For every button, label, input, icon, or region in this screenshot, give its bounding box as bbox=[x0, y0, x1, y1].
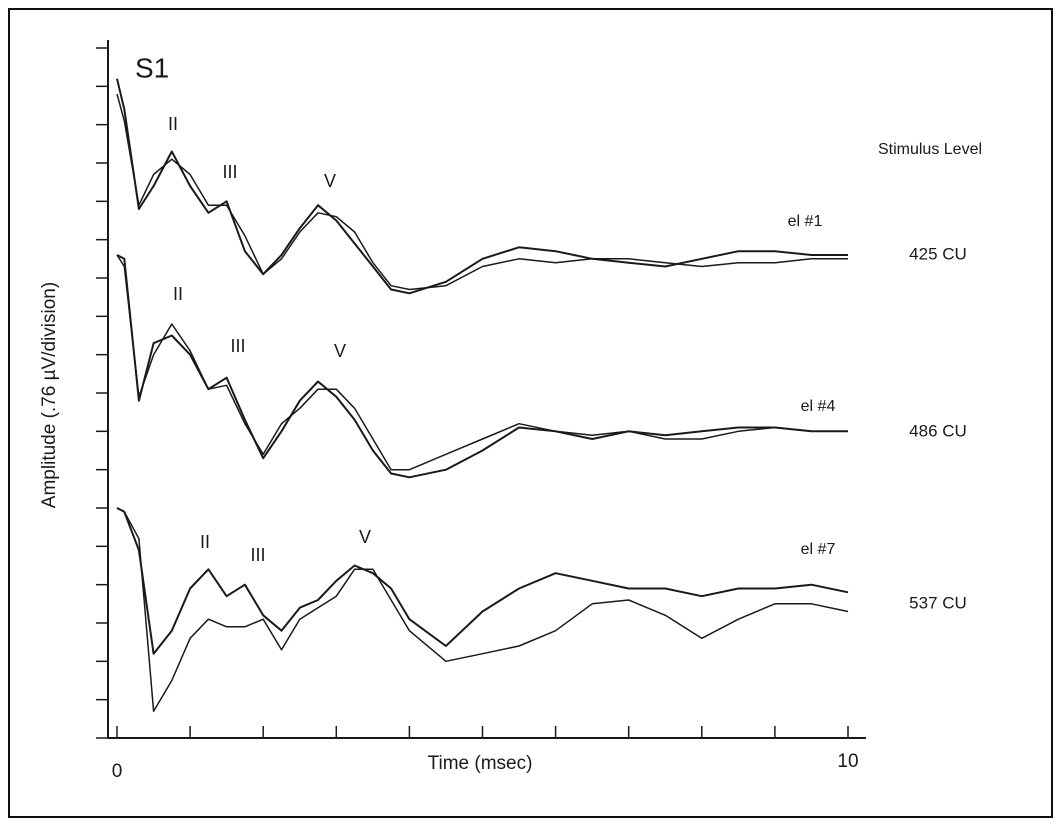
peak-label: II bbox=[200, 532, 210, 552]
legend-title: Stimulus Level bbox=[878, 141, 982, 158]
peak-label: V bbox=[334, 341, 346, 361]
y-axis-title: Amplitude (.76 µV/division) bbox=[39, 282, 60, 508]
x-tick-label: 0 bbox=[112, 761, 123, 782]
electrode-label: el #7 bbox=[801, 541, 836, 558]
panel-label: S1 bbox=[135, 52, 169, 83]
peak-label: II bbox=[173, 284, 183, 304]
stimulus-level: 425 CU bbox=[909, 244, 967, 263]
stimulus-level: 486 CU bbox=[909, 421, 967, 440]
peak-label: III bbox=[250, 545, 265, 565]
electrode-label: el #1 bbox=[788, 213, 823, 230]
trace bbox=[116, 254, 848, 479]
x-tick-label: 10 bbox=[837, 751, 858, 772]
stimulus-level: 537 CU bbox=[909, 593, 967, 612]
trace bbox=[116, 254, 848, 471]
peak-label: V bbox=[324, 171, 336, 191]
electrode-label: el #4 bbox=[801, 398, 836, 415]
trace bbox=[116, 507, 849, 655]
peak-label: III bbox=[230, 336, 245, 356]
frame bbox=[8, 8, 1053, 818]
trace bbox=[116, 507, 849, 712]
peak-label: V bbox=[359, 527, 371, 547]
trace bbox=[116, 78, 848, 295]
peak-label: III bbox=[222, 162, 237, 182]
x-axis-title: Time (msec) bbox=[428, 753, 533, 774]
trace bbox=[116, 93, 848, 291]
peak-label: II bbox=[168, 114, 178, 134]
